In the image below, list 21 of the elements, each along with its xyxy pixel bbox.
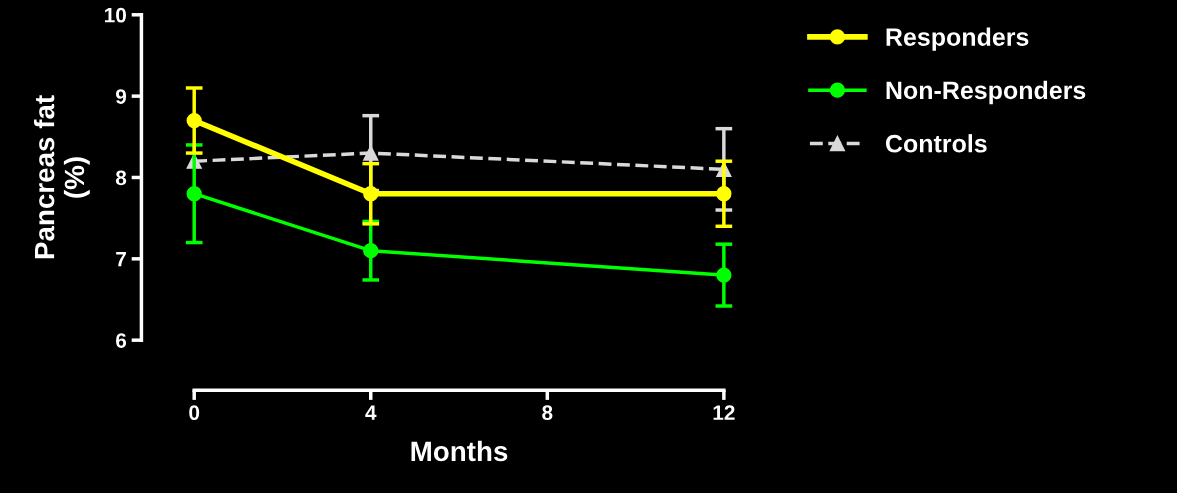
y-tick-label: 10 bbox=[104, 7, 126, 23]
x-tick-label: 0 bbox=[189, 405, 200, 421]
x-tick-label: 4 bbox=[365, 405, 377, 420]
x-tick-label: 12 bbox=[713, 405, 735, 420]
legend-label: Non-Responders bbox=[886, 80, 1086, 105]
y-tick-label: 6 bbox=[116, 333, 127, 348]
x-tick-label: 8 bbox=[542, 405, 553, 421]
point bbox=[716, 267, 732, 283]
point bbox=[363, 145, 379, 161]
legend-label: Controls bbox=[885, 134, 987, 153]
point bbox=[186, 186, 202, 202]
x-axis-title: Months bbox=[411, 440, 508, 462]
point bbox=[716, 186, 732, 202]
y-tick-label: 8 bbox=[115, 170, 127, 186]
y-tick-label: 9 bbox=[115, 89, 127, 104]
point bbox=[363, 243, 379, 259]
y-axis-title: Pancreas fat (%) bbox=[33, 95, 90, 259]
y-tick-label: 7 bbox=[116, 252, 126, 267]
point bbox=[186, 112, 202, 129]
legend-label: Responders bbox=[886, 27, 1029, 51]
point bbox=[363, 186, 379, 202]
